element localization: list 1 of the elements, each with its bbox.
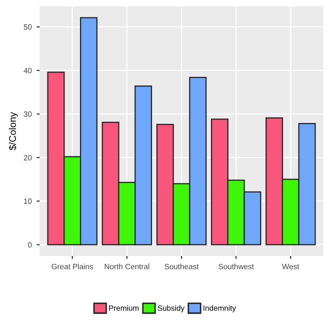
y-axis-title: $/Colony [8,112,18,150]
